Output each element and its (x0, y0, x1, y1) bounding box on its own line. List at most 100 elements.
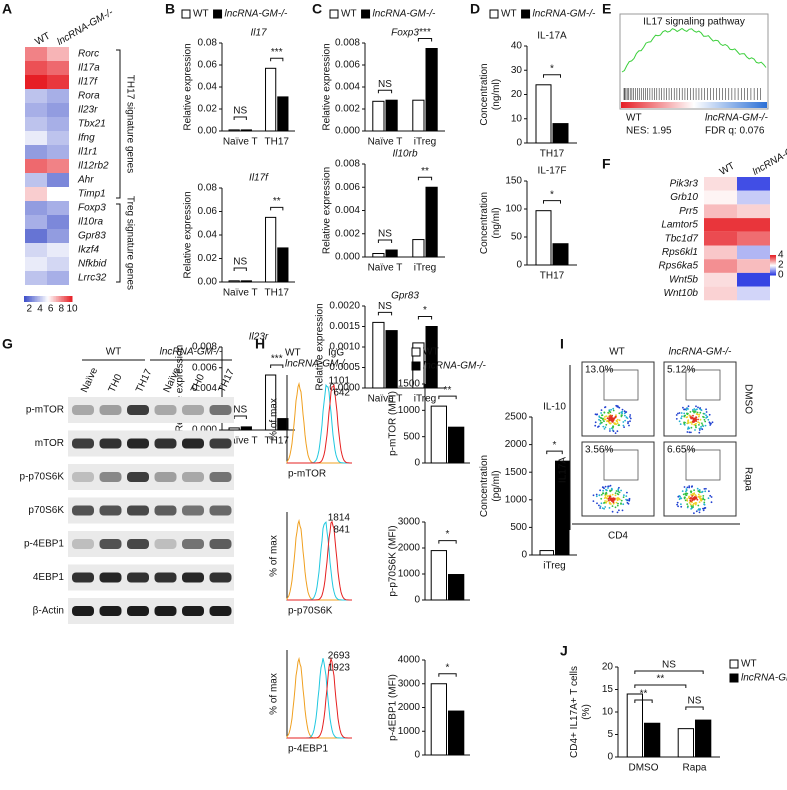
flow-dot (615, 419, 618, 422)
column-label: WT (33, 31, 52, 48)
legend-swatch (361, 9, 371, 19)
flow-dot (599, 505, 602, 508)
flow-dot (688, 486, 691, 489)
group-bracket (116, 49, 121, 199)
flow-dot (616, 504, 619, 507)
bar (412, 239, 425, 258)
y-tick-label: 0.006 (192, 362, 217, 373)
hist-xlabel: p-p70S6K (288, 606, 333, 617)
flow-dot (682, 493, 685, 496)
flow-dot (696, 487, 699, 490)
legend-label: WT (741, 659, 757, 670)
flow-dot (613, 422, 616, 424)
flow-dot (698, 501, 701, 503)
flow-dot (595, 495, 598, 498)
colorbar (38, 296, 41, 302)
heat-cell (737, 231, 770, 246)
blot-band (99, 405, 122, 415)
flow-dot (692, 410, 694, 413)
colorbar-tick: 6 (48, 304, 54, 315)
bar (385, 99, 398, 132)
hist-curve (287, 520, 352, 601)
flow-dot (687, 405, 690, 408)
row-label: Wnt10b (664, 288, 699, 299)
row-label: Rps6ka5 (659, 261, 699, 272)
colorbar (25, 296, 28, 302)
flow-dot (698, 511, 701, 514)
blot-strip (68, 430, 234, 457)
flow-dot (607, 498, 610, 500)
y-tick-label: 0.002 (335, 104, 360, 115)
flow-dot (616, 405, 619, 408)
blot-band (127, 606, 149, 616)
flow-dot (618, 509, 620, 512)
y-tick-label: 3000 (398, 678, 421, 689)
chart-title: Il23r (249, 332, 269, 343)
flow-dot (620, 411, 623, 414)
colorbar (770, 273, 776, 275)
blot-band (154, 438, 177, 449)
y-tick-label: 15 (602, 684, 614, 695)
flow-dot (686, 503, 689, 505)
sig-bracket (438, 673, 457, 677)
legend-swatch (489, 9, 499, 19)
flow-dot (711, 421, 714, 424)
heat-cell (47, 117, 69, 131)
y-tick-label: 0.006 (335, 60, 360, 71)
chart-title: IL-17F (538, 166, 567, 177)
flow-dot (603, 507, 605, 510)
panel-label: I (560, 336, 564, 352)
y-tick-label: 0.004 (335, 82, 360, 93)
heat-cell (737, 190, 770, 205)
flow-dot (698, 429, 701, 431)
y-axis-label: Relative expression (322, 167, 333, 254)
row-label: Tbc1d7 (665, 233, 699, 244)
flow-dot (625, 495, 628, 497)
hist-mfi: 1814 (328, 513, 351, 524)
chart-title: Gpr83 (391, 291, 419, 302)
colorbar (52, 296, 55, 302)
heat-cell (25, 159, 47, 173)
flow-dot (608, 501, 611, 504)
flow-dot (698, 413, 700, 416)
flow-dot (697, 406, 699, 409)
sig-bracket (377, 89, 393, 94)
flow-dot (615, 490, 618, 492)
flow-dot (600, 417, 602, 419)
row-label: Il23r (78, 105, 98, 116)
colorbar (44, 296, 47, 302)
y-tick-label: 0.008 (335, 159, 360, 170)
flow-xlabel: CD4 (608, 531, 628, 542)
blot-band (99, 539, 122, 549)
blot-band (127, 438, 149, 449)
flow-dot (616, 422, 619, 425)
flow-dot (688, 431, 691, 434)
y-tick-label: 2000 (505, 439, 528, 450)
flow-dot (616, 493, 619, 495)
y-tick-label: 100 (505, 204, 522, 215)
sig-bracket (546, 450, 563, 455)
row-label: Prr5 (679, 206, 698, 217)
flow-dot (688, 502, 691, 504)
flow-dot (604, 485, 607, 488)
colorbar (57, 296, 60, 302)
flow-dot (611, 498, 614, 501)
flow-gate (603, 449, 639, 481)
colorbar (54, 296, 57, 302)
flow-dot (705, 408, 707, 411)
flow-dot (702, 495, 705, 497)
flow-dot (699, 418, 702, 421)
flow-dot (695, 494, 697, 497)
colorbar-tick: 8 (59, 304, 65, 315)
flow-dot (594, 424, 597, 427)
bar (448, 574, 465, 601)
flow-dot (695, 405, 697, 408)
bar (372, 253, 385, 258)
flow-dot (689, 421, 692, 424)
blot-band (72, 405, 94, 415)
blot-band (209, 472, 232, 482)
bar (277, 418, 289, 431)
colorbar (28, 296, 31, 302)
y-tick-label: 0.0000 (329, 383, 360, 394)
flow-dot (610, 408, 612, 411)
